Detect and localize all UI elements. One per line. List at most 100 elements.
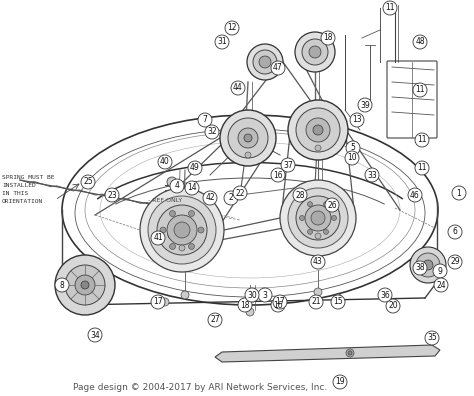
Text: 12: 12 (227, 23, 237, 32)
Circle shape (331, 295, 345, 309)
Text: 28: 28 (295, 190, 305, 200)
Ellipse shape (220, 110, 276, 166)
Ellipse shape (244, 134, 252, 142)
Ellipse shape (423, 260, 433, 270)
Ellipse shape (189, 211, 194, 217)
Text: 14: 14 (187, 183, 197, 192)
Text: 24: 24 (436, 280, 446, 289)
Circle shape (271, 61, 285, 75)
Circle shape (365, 168, 379, 182)
Circle shape (413, 83, 427, 97)
Text: 42: 42 (205, 194, 215, 202)
Text: 23: 23 (107, 190, 117, 200)
Circle shape (105, 188, 119, 202)
Circle shape (208, 313, 222, 327)
Ellipse shape (308, 229, 312, 234)
Ellipse shape (170, 244, 175, 249)
Text: - REF ONLY: - REF ONLY (148, 198, 182, 202)
Text: SPRING MUST BE: SPRING MUST BE (2, 175, 55, 180)
Text: 16: 16 (273, 171, 283, 179)
Circle shape (215, 35, 229, 49)
Ellipse shape (167, 177, 177, 187)
Circle shape (309, 295, 323, 309)
Text: 47: 47 (273, 63, 283, 72)
Text: Page design © 2004-2017 by ARI Network Services, Inc.: Page design © 2004-2017 by ARI Network S… (73, 383, 327, 392)
Circle shape (434, 278, 448, 292)
Circle shape (188, 161, 202, 175)
Text: 19: 19 (335, 377, 345, 386)
Text: 11: 11 (417, 135, 427, 145)
Text: 11: 11 (385, 4, 395, 13)
Ellipse shape (308, 202, 312, 207)
Ellipse shape (148, 196, 216, 264)
Circle shape (238, 298, 252, 312)
Ellipse shape (288, 188, 348, 248)
Ellipse shape (174, 222, 190, 238)
Text: IN THIS: IN THIS (2, 191, 28, 196)
Ellipse shape (295, 32, 335, 72)
Circle shape (258, 288, 272, 302)
Circle shape (413, 35, 427, 49)
Circle shape (293, 188, 307, 202)
Circle shape (321, 31, 335, 45)
Circle shape (448, 225, 462, 239)
Ellipse shape (247, 44, 283, 80)
Circle shape (273, 295, 287, 309)
Ellipse shape (280, 180, 356, 256)
Ellipse shape (346, 349, 354, 357)
Text: 5: 5 (351, 143, 356, 152)
Text: 17: 17 (275, 297, 285, 307)
Ellipse shape (189, 244, 194, 249)
Text: 15: 15 (333, 297, 343, 307)
Ellipse shape (305, 205, 331, 231)
Ellipse shape (410, 247, 446, 283)
Circle shape (271, 298, 285, 312)
Circle shape (415, 133, 429, 147)
Text: 6: 6 (453, 227, 457, 236)
Circle shape (358, 98, 372, 112)
Ellipse shape (157, 205, 207, 255)
Text: 3: 3 (263, 291, 267, 299)
Ellipse shape (181, 291, 189, 299)
Circle shape (448, 255, 462, 269)
Text: 21: 21 (311, 297, 321, 307)
Ellipse shape (323, 229, 328, 234)
Text: 43: 43 (313, 257, 323, 267)
Circle shape (231, 81, 245, 95)
Text: 8: 8 (60, 280, 64, 289)
Text: 44: 44 (233, 84, 243, 93)
Text: 9: 9 (438, 267, 442, 276)
Ellipse shape (300, 215, 304, 221)
Circle shape (350, 113, 364, 127)
Circle shape (271, 168, 285, 182)
Text: 39: 39 (360, 101, 370, 110)
Ellipse shape (140, 188, 224, 272)
Circle shape (224, 191, 238, 205)
Ellipse shape (238, 128, 258, 148)
Text: 10: 10 (347, 154, 357, 162)
Circle shape (81, 175, 95, 189)
Text: 27: 27 (210, 316, 220, 324)
Circle shape (225, 21, 239, 35)
Ellipse shape (306, 118, 330, 142)
Text: 48: 48 (415, 38, 425, 46)
Circle shape (88, 328, 102, 342)
Ellipse shape (309, 46, 321, 58)
Text: 31: 31 (217, 38, 227, 46)
Text: 34: 34 (90, 331, 100, 339)
Text: 13: 13 (352, 116, 362, 124)
Circle shape (383, 1, 397, 15)
Circle shape (408, 188, 422, 202)
Ellipse shape (296, 196, 340, 240)
Circle shape (233, 186, 247, 200)
Ellipse shape (198, 227, 204, 233)
Text: 32: 32 (207, 128, 217, 137)
Circle shape (151, 231, 165, 245)
Circle shape (415, 161, 429, 175)
Text: 20: 20 (388, 301, 398, 310)
Text: 18: 18 (240, 301, 250, 310)
Text: ORIENTATION: ORIENTATION (2, 199, 43, 204)
Ellipse shape (334, 294, 342, 302)
Ellipse shape (302, 39, 328, 65)
Text: 38: 38 (415, 263, 425, 272)
